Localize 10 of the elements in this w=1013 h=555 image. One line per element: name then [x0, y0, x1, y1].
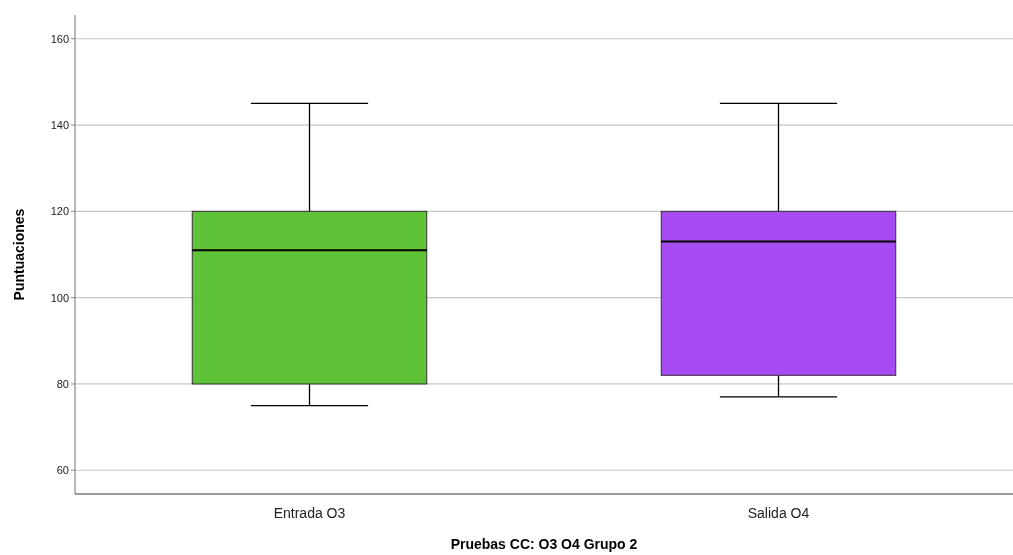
y-axis-title: Puntuaciones [11, 208, 27, 301]
y-tick-label: 100 [50, 291, 69, 304]
x-tick-label: Salida O4 [747, 505, 810, 521]
y-tick-label: 140 [50, 118, 69, 131]
y-tick-label: 80 [56, 377, 69, 390]
x-axis-title: Pruebas CC: O3 O4 Grupo 2 [450, 536, 638, 552]
y-tick-label: 120 [50, 205, 69, 218]
y-tick-label: 60 [56, 464, 69, 477]
x-tick-label: Entrada O3 [273, 505, 346, 521]
y-tick-label: 160 [50, 32, 69, 45]
